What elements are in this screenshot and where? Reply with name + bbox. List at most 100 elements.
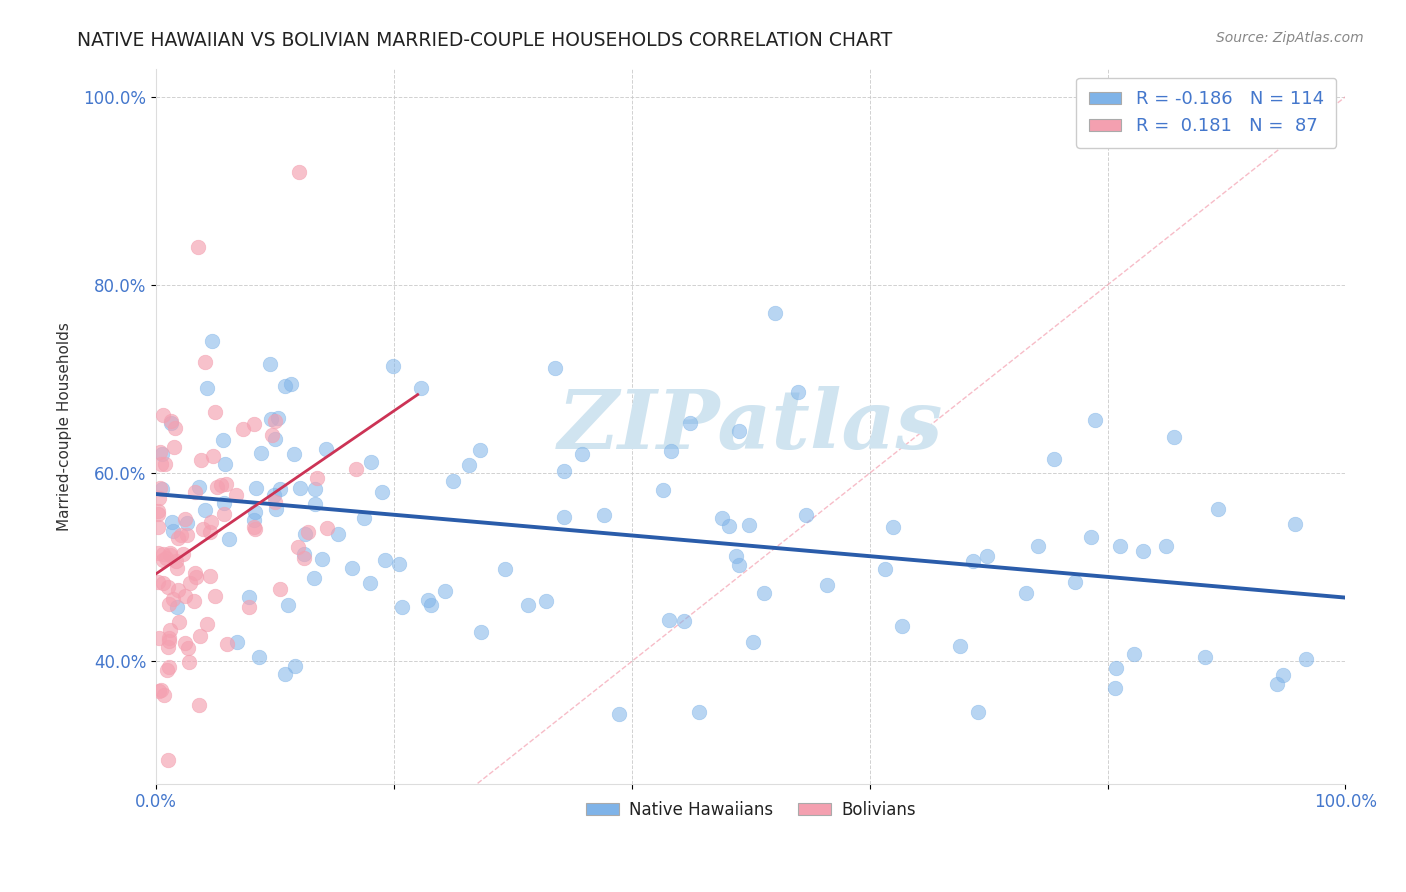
Point (260, 412, 283, 426)
Point (190, 452, 212, 467)
Legend: Native Hawaiians, Bolivians: Native Hawaiians, Bolivians (579, 794, 922, 825)
Point (326, 526, 349, 541)
Point (673, 614, 696, 628)
Point (292, 551, 315, 566)
Point (166, 531, 188, 545)
Point (177, 640, 200, 655)
Point (344, 461, 367, 475)
Point (242, 513, 264, 527)
Point (297, 524, 319, 539)
Point (157, 660, 180, 674)
Point (173, 512, 195, 526)
Point (287, 165, 309, 179)
Point (156, 640, 179, 654)
Point (152, 408, 174, 422)
Point (374, 553, 396, 567)
Point (250, 446, 273, 460)
Point (163, 440, 186, 454)
Point (204, 589, 226, 603)
Point (149, 481, 172, 495)
Point (353, 511, 375, 525)
Point (434, 584, 457, 599)
Point (534, 594, 557, 608)
Point (949, 639, 972, 653)
Point (304, 497, 326, 511)
Point (1206, 502, 1229, 516)
Point (727, 424, 749, 438)
Point (243, 522, 266, 536)
Point (187, 240, 209, 254)
Point (311, 551, 333, 566)
Point (571, 447, 593, 461)
Point (150, 447, 173, 461)
Point (304, 571, 326, 585)
Point (148, 491, 170, 505)
Point (157, 634, 180, 648)
Point (204, 405, 226, 419)
Point (194, 503, 217, 517)
Point (815, 577, 838, 591)
Point (225, 488, 247, 502)
Point (727, 558, 749, 572)
Point (738, 517, 761, 532)
Point (188, 629, 211, 643)
Point (162, 592, 184, 607)
Point (1272, 668, 1295, 682)
Point (882, 520, 904, 534)
Point (212, 433, 235, 447)
Point (243, 520, 266, 534)
Point (205, 480, 228, 494)
Point (166, 599, 188, 614)
Point (153, 689, 176, 703)
Point (1084, 413, 1107, 427)
Point (1123, 647, 1146, 661)
Text: Source: ZipAtlas.com: Source: ZipAtlas.com (1216, 31, 1364, 45)
Point (468, 443, 491, 458)
Y-axis label: Married-couple Households: Married-couple Households (58, 322, 72, 531)
Point (165, 554, 187, 568)
Point (200, 524, 222, 539)
Point (1265, 676, 1288, 690)
Point (290, 481, 312, 495)
Point (149, 445, 172, 459)
Point (179, 576, 201, 591)
Point (371, 485, 394, 500)
Point (188, 698, 211, 713)
Point (264, 502, 287, 516)
Point (243, 417, 266, 431)
Point (156, 663, 179, 677)
Point (292, 547, 315, 561)
Point (167, 615, 190, 629)
Point (688, 705, 710, 719)
Point (159, 416, 181, 430)
Point (148, 684, 170, 698)
Point (152, 553, 174, 567)
Point (159, 546, 181, 560)
Point (209, 478, 232, 492)
Point (217, 637, 239, 651)
Point (1042, 452, 1064, 467)
Point (652, 483, 675, 498)
Point (152, 575, 174, 590)
Point (294, 526, 316, 541)
Point (1026, 539, 1049, 553)
Point (163, 420, 186, 434)
Text: NATIVE HAWAIIAN VS BOLIVIAN MARRIED-COUPLE HOUSEHOLDS CORRELATION CHART: NATIVE HAWAIIAN VS BOLIVIAN MARRIED-COUP… (77, 31, 893, 50)
Point (156, 753, 179, 767)
Point (409, 381, 432, 395)
Point (200, 515, 222, 529)
Point (1105, 660, 1128, 674)
Point (679, 416, 702, 430)
Point (173, 635, 195, 649)
Point (152, 547, 174, 561)
Point (1104, 681, 1126, 695)
Point (1132, 544, 1154, 558)
Point (218, 533, 240, 547)
Point (1156, 539, 1178, 553)
Point (197, 380, 219, 394)
Point (170, 528, 193, 542)
Point (359, 576, 381, 591)
Point (517, 598, 540, 612)
Point (388, 557, 411, 571)
Point (381, 359, 404, 373)
